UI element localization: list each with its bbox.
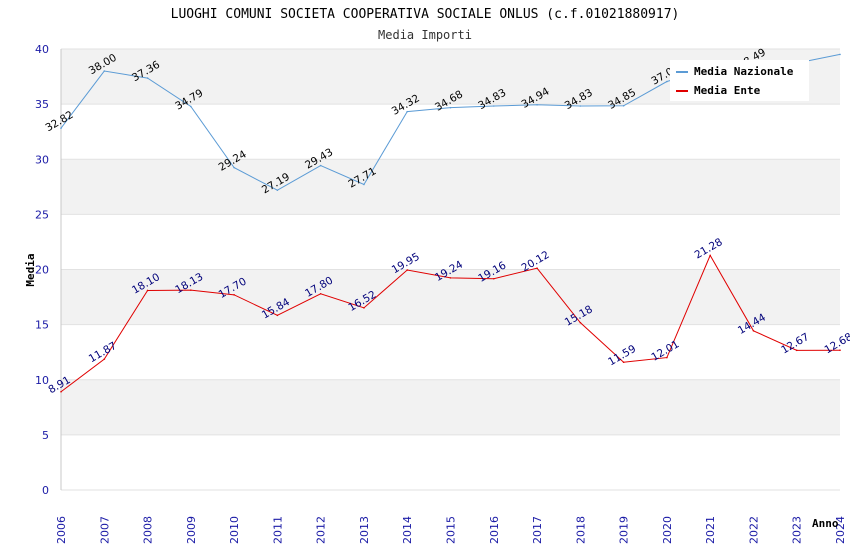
x-tick-label: 2024 [834,516,847,544]
x-tick-label: 2015 [445,516,458,544]
x-axis-label: Anno [812,517,839,530]
data-point [406,269,409,271]
chart-title: LUOGHI COMUNI SOCIETA COOPERATIVA SOCIAL… [171,7,680,22]
data-point [190,289,192,291]
x-tick-label: 2011 [271,516,284,544]
grid-band [61,269,840,325]
data-point [492,105,495,107]
x-tick-label: 2013 [358,516,371,544]
y-tick-label: 40 [35,43,49,56]
data-point [103,358,106,360]
data-point [233,294,235,296]
x-axis-ticks: 2006 2007 2008 2009 2010 2011 2012 2013 2014 2015… [55,516,847,544]
data-point [492,277,495,280]
grid-band [61,324,840,380]
y-tick-label: 0 [42,484,49,497]
data-point [666,356,668,359]
x-tick-label: 2017 [531,516,544,544]
x-tick-label: 2019 [618,516,631,544]
x-tick-label: 2014 [401,516,414,544]
data-point [449,277,452,279]
data-point [709,254,711,257]
data-point [276,189,279,192]
data-point [579,105,582,107]
data-point [406,110,409,113]
data-point [752,329,755,332]
y-axis-label: Media [24,253,37,286]
x-tick-label: 2010 [228,516,241,544]
y-axis-ticks: 0 5 10 15 20 25 30 35 40 [35,43,49,497]
data-point [319,292,322,295]
grid-bands [60,48,840,491]
grid-band [61,434,840,490]
legend-label-media-nazionale: Media Nazionale [694,65,794,78]
y-tick-label: 5 [42,429,49,442]
grid-band [61,214,840,270]
grid-band [61,159,840,215]
data-point [233,166,235,169]
x-tick-label: 2022 [747,516,760,544]
data-point [839,349,841,352]
x-tick-label: 2016 [488,516,501,544]
x-tick-label: 2023 [791,516,804,544]
grid-band [61,379,840,435]
y-tick-label: 10 [35,374,49,387]
x-tick-label: 2008 [142,516,155,544]
data-point [363,307,365,309]
data-point [839,53,841,56]
data-point [622,104,625,107]
legend-box [670,60,809,101]
data-point [536,267,538,269]
y-tick-label: 35 [35,98,49,111]
x-tick-label: 2018 [574,516,587,544]
x-tick-label: 2012 [315,516,328,544]
x-tick-label: 2021 [704,516,717,544]
data-point [60,127,62,129]
y-tick-label: 20 [35,264,49,277]
y-tick-label: 15 [35,319,49,332]
data-point [795,349,798,352]
data-point [363,183,365,186]
data-point [319,164,322,167]
data-point [276,314,279,317]
chart-subtitle: Media Importi [378,28,472,42]
data-point [146,77,149,79]
data-point [449,106,452,109]
data-point [103,70,106,72]
y-tick-label: 25 [35,208,49,221]
legend: Media Nazionale Media Ente [670,60,809,101]
x-tick-label: 2006 [55,516,68,544]
legend-label-media-ente: Media Ente [694,84,761,97]
data-point [666,80,668,83]
data-point [190,105,192,108]
x-tick-label: 2007 [98,516,111,544]
data-point [146,289,149,292]
x-tick-label: 2009 [185,516,198,544]
data-point [579,321,582,324]
data-point [60,390,62,393]
data-point [536,103,538,106]
x-tick-label: 2020 [661,516,674,544]
data-point [622,361,625,364]
grid-band [61,104,840,160]
y-tick-label: 30 [35,153,49,166]
